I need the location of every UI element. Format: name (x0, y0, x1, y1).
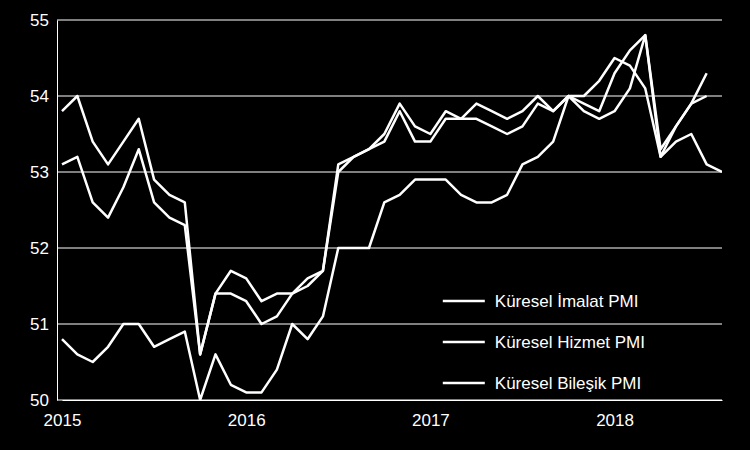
legend-item: Küresel İmalat PMI (443, 292, 639, 311)
grid-line (57, 172, 722, 173)
legend-label: Küresel Bileşik PMI (495, 374, 641, 393)
y-tick: 50 (30, 391, 57, 410)
series-line (62, 35, 707, 354)
legend-swatch (443, 341, 485, 344)
y-tick-label: 53 (30, 163, 49, 182)
x-tick-label: 2018 (596, 411, 634, 430)
legend-label: Küresel İmalat PMI (495, 292, 639, 311)
x-tick: 2018 (596, 400, 634, 430)
y-tick-label: 51 (30, 315, 49, 334)
series-line (62, 35, 707, 354)
legend-item: Küresel Bileşik PMI (443, 374, 641, 393)
background (0, 0, 750, 450)
grid (57, 20, 722, 400)
y-tick: 51 (30, 315, 57, 334)
legend-item: Küresel Hizmet PMI (443, 333, 645, 352)
legend: Küresel İmalat PMI Küresel Hizmet PMI Küre… (443, 292, 645, 393)
legend-label: Küresel Hizmet PMI (495, 333, 645, 352)
y-axis-line (57, 21, 58, 401)
x-tick-label: 2017 (412, 411, 450, 430)
x-tick: 2016 (228, 400, 266, 430)
series-group (62, 35, 722, 400)
series-line (62, 58, 722, 400)
plot-area: 50 51 52 53 54 55 2015 2016 2017 2018 Küresel İmal… (30, 11, 722, 430)
chart-container: 50 51 52 53 54 55 2015 2016 2017 2018 Küresel İmal… (0, 0, 750, 450)
y-tick-label: 55 (30, 11, 49, 30)
x-axis-line (63, 400, 723, 401)
grid-line (57, 96, 722, 97)
legend-swatch (443, 300, 485, 303)
grid-line (57, 248, 722, 249)
grid-line (57, 400, 722, 401)
y-tick: 55 (30, 11, 57, 30)
y-tick: 53 (30, 163, 57, 182)
y-tick: 52 (30, 239, 57, 258)
chart-svg: 50 51 52 53 54 55 2015 2016 2017 2018 Küresel İmal… (0, 0, 750, 450)
x-axis: 2015 2016 2017 2018 (44, 400, 723, 430)
y-tick-label: 52 (30, 239, 49, 258)
grid-line (57, 324, 722, 325)
x-tick-label: 2015 (44, 411, 82, 430)
x-tick-label: 2016 (228, 411, 266, 430)
y-tick: 54 (30, 87, 57, 106)
y-tick-label: 50 (30, 391, 49, 410)
legend-swatch (443, 382, 485, 385)
x-tick: 2017 (412, 400, 450, 430)
y-tick-label: 54 (30, 87, 49, 106)
y-axis: 50 51 52 53 54 55 (30, 11, 57, 410)
grid-line (57, 20, 722, 21)
x-tick: 2015 (44, 400, 82, 430)
